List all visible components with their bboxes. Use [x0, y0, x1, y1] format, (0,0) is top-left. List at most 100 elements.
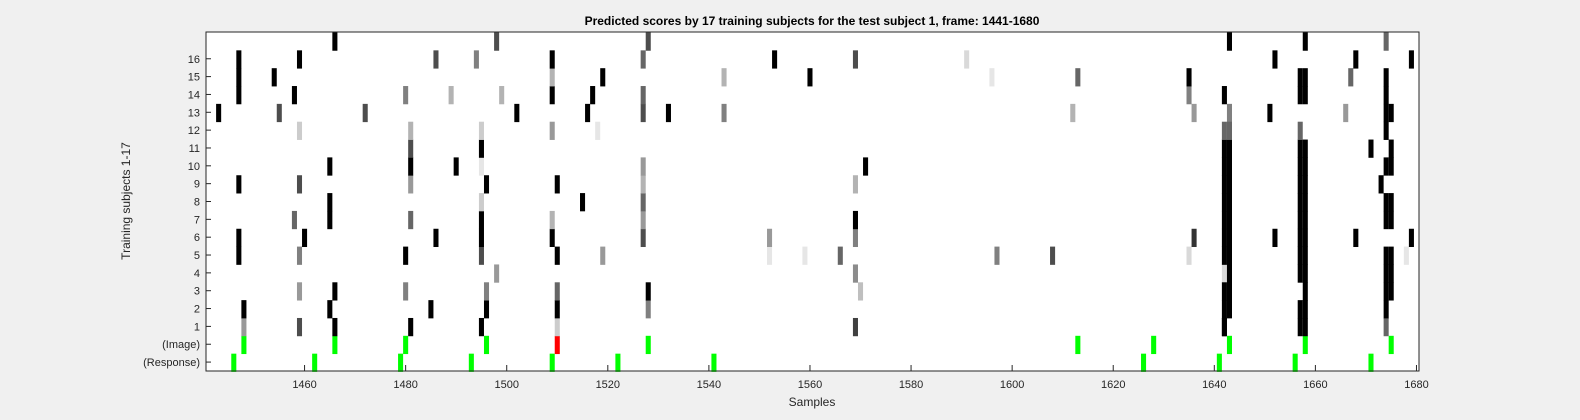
- x-tick-label: 1660: [1303, 379, 1327, 391]
- heatmap-cell: [478, 210, 484, 230]
- x-tick-label: 1640: [1202, 379, 1226, 391]
- heatmap-cell: [1297, 300, 1303, 319]
- heatmap-cell: [1226, 228, 1232, 248]
- y-tick-label: 2: [194, 304, 200, 316]
- heatmap-cell: [585, 103, 591, 123]
- heatmap-cell: [236, 175, 242, 194]
- heatmap-cell: [483, 300, 490, 319]
- heatmap-cell: [964, 50, 970, 69]
- heatmap-cell: [721, 68, 727, 87]
- heatmap-cell: [1368, 139, 1374, 158]
- heatmap-cell: [1388, 335, 1394, 355]
- heatmap-cell: [1302, 210, 1308, 230]
- heatmap-cell: [1388, 139, 1394, 158]
- heatmap-cell: [645, 32, 651, 51]
- x-tick-label: 1500: [494, 379, 518, 391]
- heatmap-cell: [494, 32, 500, 51]
- x-tick-label: 1520: [596, 379, 620, 391]
- heatmap-cell: [483, 282, 490, 301]
- heatmap-cell: [600, 246, 606, 265]
- heatmap-cell: [327, 210, 333, 230]
- heatmap-cell: [1302, 193, 1308, 212]
- heatmap-cell: [1383, 264, 1389, 283]
- heatmap-cell: [1226, 32, 1232, 51]
- heatmap-cell: [1368, 353, 1374, 372]
- heatmap-cell: [236, 68, 242, 87]
- heatmap-cell: [645, 282, 651, 301]
- heatmap-cell: [1226, 210, 1232, 230]
- heatmap-cell: [590, 86, 596, 105]
- heatmap-cell: [580, 193, 586, 212]
- heatmap-cell: [1186, 86, 1192, 105]
- heatmap-cell: [1383, 246, 1389, 265]
- heatmap-cell: [403, 335, 409, 355]
- heatmap-cell: [327, 157, 333, 176]
- heatmap-cell: [1221, 139, 1227, 158]
- heatmap-cell: [549, 121, 555, 140]
- heatmap-cell: [403, 86, 409, 105]
- heatmap-cell: [1378, 175, 1384, 194]
- y-tick-label: 10: [188, 161, 200, 173]
- heatmap-cell: [1226, 335, 1232, 355]
- heatmap-cell: [296, 50, 303, 69]
- y-tick-label: 13: [188, 107, 200, 119]
- heatmap-cell: [494, 264, 500, 283]
- heatmap-cell: [615, 353, 621, 372]
- heatmap-cell: [1191, 228, 1197, 248]
- heatmap-cell: [721, 103, 727, 123]
- y-tick-label: 12: [188, 125, 200, 137]
- heatmap-cell: [640, 228, 646, 248]
- heatmap-cell: [332, 335, 338, 355]
- heatmap-cell: [1388, 246, 1394, 265]
- heatmap-cell: [408, 121, 414, 140]
- heatmap-cell: [1075, 68, 1081, 87]
- heatmap-cell: [271, 68, 277, 87]
- heatmap-cell: [1388, 264, 1394, 283]
- heatmap-cell: [1221, 121, 1227, 140]
- heatmap-cell: [362, 103, 368, 123]
- x-tick-label: 1540: [697, 379, 721, 391]
- heatmap-cell: [241, 335, 247, 355]
- heatmap-cell: [1297, 86, 1303, 105]
- heatmap-cell: [296, 282, 303, 301]
- heatmap-cell: [807, 68, 813, 87]
- heatmap-cell: [1297, 157, 1303, 176]
- heatmap-cell: [554, 335, 560, 355]
- heatmap-cell: [1297, 193, 1303, 212]
- heatmap-cell: [433, 228, 439, 248]
- heatmap-cell: [468, 353, 474, 372]
- heatmap-cell: [1388, 210, 1394, 230]
- heatmap-cell: [1297, 228, 1303, 248]
- heatmap-cell: [863, 157, 869, 176]
- y-tick-label: (Image): [162, 339, 200, 351]
- heatmap-cell: [645, 335, 651, 355]
- heatmap-cell: [554, 282, 560, 301]
- heatmap-cell: [549, 228, 555, 248]
- heatmap-cell: [296, 246, 303, 265]
- heatmap-cell: [665, 103, 671, 123]
- heatmap-cell: [1383, 300, 1389, 319]
- heatmap-cell: [1226, 300, 1232, 319]
- heatmap-cell: [231, 353, 237, 372]
- heatmap-cell: [549, 210, 555, 230]
- heatmap-cell: [1226, 264, 1232, 283]
- heatmap-cell: [1297, 246, 1303, 265]
- heatmap-cell: [1050, 246, 1056, 265]
- heatmap-cell: [483, 335, 490, 355]
- heatmap-cell: [1383, 32, 1389, 51]
- heatmap-cell: [241, 317, 247, 337]
- heatmap-cell: [1226, 157, 1232, 176]
- heatmap-cell: [640, 86, 646, 105]
- heatmap-cell: [1297, 210, 1303, 230]
- x-tick-label: 1580: [899, 379, 923, 391]
- y-tick-label: 4: [194, 268, 200, 280]
- heatmap-cell: [478, 246, 484, 265]
- heatmap-cell: [403, 282, 409, 301]
- heatmap-cell: [1383, 210, 1389, 230]
- heatmap-cell: [640, 175, 646, 194]
- heatmap-cell: [1383, 282, 1389, 301]
- heatmap-cell: [1297, 317, 1303, 337]
- heatmap-cell: [408, 157, 414, 176]
- heatmap-cell: [1388, 103, 1394, 123]
- heatmap-cell: [600, 68, 606, 87]
